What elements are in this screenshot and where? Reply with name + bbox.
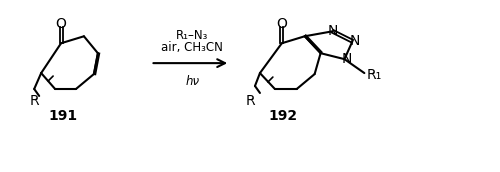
Text: O: O xyxy=(56,17,66,31)
Text: 191: 191 xyxy=(48,109,78,123)
Text: R₁–N₃: R₁–N₃ xyxy=(176,29,208,42)
Text: air, CH₃CN: air, CH₃CN xyxy=(162,41,224,54)
Text: N: N xyxy=(328,24,338,38)
Text: N: N xyxy=(349,34,360,48)
Text: R: R xyxy=(245,94,255,108)
Text: R: R xyxy=(30,94,39,108)
Text: O: O xyxy=(276,17,287,31)
Text: hν: hν xyxy=(186,74,200,88)
Text: R₁: R₁ xyxy=(366,68,382,82)
Text: 192: 192 xyxy=(268,109,298,123)
Text: N: N xyxy=(342,52,351,66)
